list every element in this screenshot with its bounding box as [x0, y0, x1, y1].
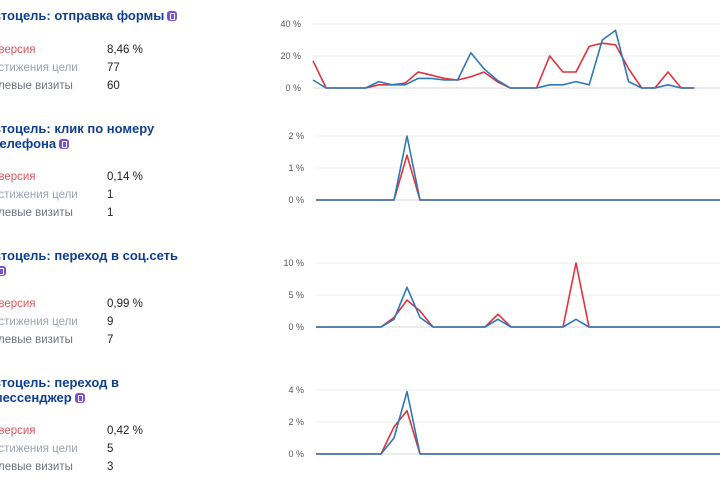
goal-title-text: втоцель: переход в соц.сеть [0, 248, 179, 263]
metric-value: 1 [107, 189, 114, 201]
metric-value: 1 [107, 207, 114, 219]
metric-label: нверсия [0, 425, 36, 437]
metric-value: 60 [107, 80, 120, 92]
goal-title[interactable]: втоцель: отправка формы [0, 8, 188, 23]
conversion-chart[interactable]: 4 % 2 % 0 % [280, 0, 720, 470]
metric-value: 0,14 % [107, 171, 143, 183]
goal-block-form-submit: втоцель: отправка формы нверсия 8,46 % о… [0, 0, 720, 120]
metric-label: елевые визиты [0, 207, 73, 219]
conversion-chart[interactable]: 10 % 5 % 0 % [280, 0, 720, 340]
metric-value: 77 [107, 62, 120, 74]
y-tick-label: 10 % [283, 258, 304, 268]
metric-value: 7 [107, 334, 114, 346]
metric-conversion: нверсия 8,46 % [0, 41, 252, 59]
metric-label: остижения цели [0, 316, 78, 328]
metric-goal-reaches: остижения цели 9 [0, 313, 252, 331]
metric-conversion: нверсия 0,14 % [0, 168, 252, 186]
metric-target-visits: елевые визиты 3 [0, 458, 252, 476]
metric-label: остижения цели [0, 62, 78, 74]
goal-title-text: втоцель: переход в мессенджер [0, 375, 119, 405]
metric-label: нверсия [0, 298, 36, 310]
metric-value: 5 [107, 443, 114, 455]
metric-value: 3 [107, 461, 114, 473]
metric-conversion: нверсия 0,42 % [0, 422, 252, 440]
y-tick-label: 0 % [288, 449, 304, 459]
goal-title[interactable]: втоцель: переход в соц.сеть [0, 248, 178, 278]
viber-icon [0, 266, 6, 276]
viber-icon [74, 393, 85, 403]
goal-block-social-click: втоцель: переход в соц.сеть нверсия 0,99… [0, 0, 720, 346]
viber-icon [167, 11, 178, 21]
metric-label: елевые визиты [0, 334, 73, 346]
metric-label: остижения цели [0, 443, 78, 455]
y-tick-label: 4 % [288, 385, 304, 395]
metric-target-visits: елевые визиты 1 [0, 204, 252, 222]
y-tick-label: 2 % [288, 417, 304, 427]
y-tick-label: 2 % [288, 131, 304, 141]
goal-title-text: втоцель: отправка формы [0, 8, 165, 23]
y-tick-label: 40 % [280, 19, 301, 29]
conversion-chart[interactable]: 2 % 1 % 0 % [280, 0, 720, 240]
goal-block-phone-click: втоцель: клик по номеру телефона нверсия… [0, 0, 720, 219]
y-tick-label: 0 % [288, 322, 304, 332]
metric-label: остижения цели [0, 189, 78, 201]
metric-label: нверсия [0, 44, 36, 56]
y-tick-label: 0 % [288, 195, 304, 205]
series-line-red [316, 409, 720, 455]
metric-value: 0,99 % [107, 298, 143, 310]
goal-title[interactable]: втоцель: клик по номеру телефона [0, 121, 188, 151]
metric-goal-reaches: остижения цели 77 [0, 59, 252, 77]
metric-label: нверсия [0, 171, 36, 183]
y-tick-label: 20 % [280, 51, 301, 61]
metric-conversion: нверсия 0,99 % [0, 295, 252, 313]
y-tick-label: 0 % [285, 83, 301, 93]
metric-value: 9 [107, 316, 114, 328]
series-line-blue [316, 135, 720, 201]
metric-goal-reaches: остижения цели 5 [0, 440, 252, 458]
viber-icon [59, 139, 70, 149]
metric-value: 0,42 % [107, 425, 143, 437]
series-line-blue [316, 286, 720, 328]
y-tick-label: 1 % [288, 163, 304, 173]
conversion-chart[interactable]: 40 % 20 % 0 % [280, 0, 720, 100]
goal-title[interactable]: втоцель: переход в мессенджер [0, 375, 198, 405]
goal-title-text: втоцель: клик по номеру телефона [0, 121, 155, 151]
y-tick-label: 5 % [288, 290, 304, 300]
metric-label: елевые визиты [0, 80, 73, 92]
metric-label: елевые визиты [0, 461, 73, 473]
metric-target-visits: елевые визиты 7 [0, 331, 252, 349]
metric-value: 8,46 % [107, 44, 143, 56]
series-line-blue [312, 29, 695, 89]
series-line-blue [316, 390, 720, 455]
metric-goal-reaches: остижения цели 1 [0, 186, 252, 204]
metric-target-visits: елевые визиты 60 [0, 77, 252, 95]
